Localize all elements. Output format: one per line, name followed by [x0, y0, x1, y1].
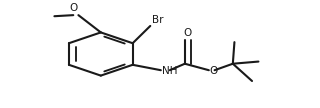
Text: NH: NH: [162, 66, 177, 76]
Text: O: O: [210, 66, 218, 76]
Text: O: O: [184, 28, 192, 38]
Text: Br: Br: [152, 15, 163, 25]
Text: O: O: [69, 3, 77, 13]
